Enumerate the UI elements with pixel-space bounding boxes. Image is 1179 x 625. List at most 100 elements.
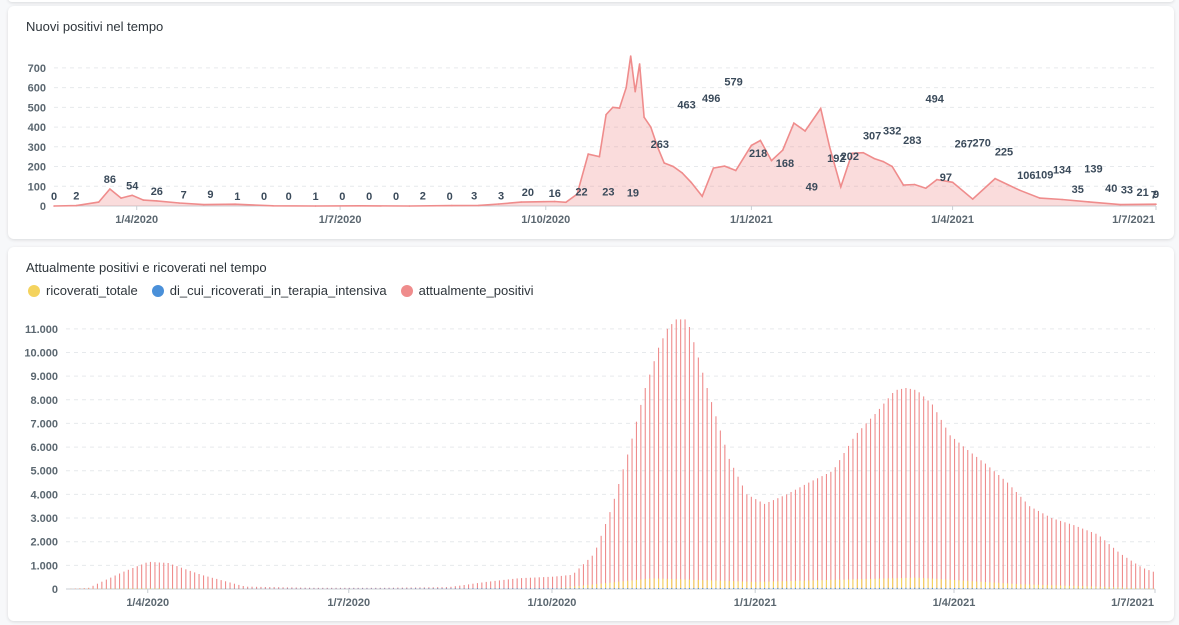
bar[interactable] bbox=[883, 578, 885, 590]
bar[interactable] bbox=[454, 588, 456, 589]
bar[interactable] bbox=[521, 588, 523, 589]
bar[interactable] bbox=[905, 587, 907, 589]
bar[interactable] bbox=[923, 396, 925, 589]
bar[interactable] bbox=[180, 567, 182, 589]
bar[interactable] bbox=[105, 588, 107, 590]
bar[interactable] bbox=[149, 561, 151, 589]
bar[interactable] bbox=[697, 357, 699, 590]
bar[interactable] bbox=[507, 588, 509, 589]
bar[interactable] bbox=[825, 580, 827, 589]
bar[interactable] bbox=[525, 588, 527, 589]
bar[interactable] bbox=[989, 582, 991, 589]
data-point[interactable] bbox=[553, 200, 556, 203]
data-point[interactable] bbox=[178, 202, 180, 204]
bar[interactable] bbox=[896, 587, 898, 589]
bar[interactable] bbox=[825, 474, 827, 589]
bar[interactable] bbox=[529, 577, 531, 589]
bar[interactable] bbox=[273, 587, 275, 589]
bar[interactable] bbox=[653, 361, 655, 589]
bar[interactable] bbox=[887, 578, 889, 589]
bar[interactable] bbox=[114, 588, 116, 589]
bar[interactable] bbox=[445, 587, 447, 589]
bar[interactable] bbox=[790, 587, 792, 589]
bar[interactable] bbox=[967, 588, 969, 589]
bar[interactable] bbox=[799, 587, 801, 589]
bar[interactable] bbox=[786, 581, 788, 589]
bar[interactable] bbox=[737, 588, 739, 589]
data-point[interactable] bbox=[701, 195, 704, 198]
bar[interactable] bbox=[803, 484, 805, 589]
bar[interactable] bbox=[1037, 510, 1039, 589]
bar[interactable] bbox=[848, 587, 850, 589]
bar[interactable] bbox=[468, 584, 470, 589]
bar[interactable] bbox=[949, 435, 951, 589]
bar[interactable] bbox=[1060, 585, 1062, 590]
bar[interactable] bbox=[1046, 515, 1048, 589]
bar[interactable] bbox=[830, 587, 832, 589]
data-point[interactable] bbox=[902, 184, 905, 186]
bar[interactable] bbox=[388, 587, 390, 589]
bar[interactable] bbox=[574, 572, 576, 589]
bar[interactable] bbox=[410, 588, 412, 589]
data-point[interactable] bbox=[565, 201, 567, 204]
data-point[interactable] bbox=[819, 107, 822, 110]
bar[interactable] bbox=[1020, 588, 1022, 589]
bar[interactable] bbox=[644, 579, 646, 589]
bar[interactable] bbox=[472, 583, 474, 589]
bar[interactable] bbox=[786, 494, 788, 589]
bar[interactable] bbox=[534, 577, 536, 590]
bar[interactable] bbox=[649, 578, 651, 589]
bar[interactable] bbox=[1011, 487, 1013, 589]
bar[interactable] bbox=[216, 588, 218, 590]
bar[interactable] bbox=[348, 587, 350, 589]
bar[interactable] bbox=[415, 588, 417, 589]
data-point[interactable] bbox=[1155, 203, 1157, 206]
bar[interactable] bbox=[958, 580, 960, 589]
bar[interactable] bbox=[207, 576, 209, 589]
bar[interactable] bbox=[724, 580, 726, 589]
bar[interactable] bbox=[799, 580, 801, 589]
bar[interactable] bbox=[697, 579, 699, 589]
bar[interactable] bbox=[940, 419, 942, 589]
bar[interactable] bbox=[96, 583, 98, 589]
bar[interactable] bbox=[605, 588, 607, 589]
bar[interactable] bbox=[423, 588, 425, 589]
bar[interactable] bbox=[680, 319, 682, 589]
bar[interactable] bbox=[808, 580, 810, 590]
bar[interactable] bbox=[476, 588, 478, 589]
data-point[interactable] bbox=[994, 177, 996, 180]
bar[interactable] bbox=[494, 588, 496, 589]
bar[interactable] bbox=[1037, 588, 1039, 589]
bar[interactable] bbox=[764, 503, 766, 589]
bar[interactable] bbox=[914, 587, 916, 589]
bar[interactable] bbox=[600, 583, 602, 589]
bar[interactable] bbox=[627, 454, 629, 590]
bar[interactable] bbox=[1108, 544, 1110, 589]
bar[interactable] bbox=[958, 442, 960, 589]
bar[interactable] bbox=[852, 587, 854, 589]
bar[interactable] bbox=[724, 444, 726, 589]
bar[interactable] bbox=[1082, 586, 1084, 589]
data-point[interactable] bbox=[734, 169, 737, 172]
data-point[interactable] bbox=[759, 139, 762, 142]
bar[interactable] bbox=[688, 579, 690, 589]
bar[interactable] bbox=[861, 428, 863, 589]
bar[interactable] bbox=[680, 588, 682, 589]
bar[interactable] bbox=[547, 576, 549, 589]
bar[interactable] bbox=[587, 584, 589, 589]
bar[interactable] bbox=[1117, 551, 1119, 589]
bar[interactable] bbox=[225, 581, 227, 589]
bar[interactable] bbox=[172, 564, 174, 589]
bar[interactable] bbox=[348, 588, 350, 590]
bar[interactable] bbox=[1099, 536, 1101, 590]
bar[interactable] bbox=[605, 583, 607, 589]
bar[interactable] bbox=[432, 587, 434, 589]
bar[interactable] bbox=[574, 588, 576, 589]
data-point[interactable] bbox=[882, 160, 885, 163]
bar[interactable] bbox=[105, 579, 107, 589]
bar[interactable] bbox=[980, 588, 982, 589]
bar[interactable] bbox=[578, 568, 580, 589]
bar[interactable] bbox=[1113, 547, 1115, 589]
bar[interactable] bbox=[940, 579, 942, 589]
bar[interactable] bbox=[812, 480, 814, 589]
